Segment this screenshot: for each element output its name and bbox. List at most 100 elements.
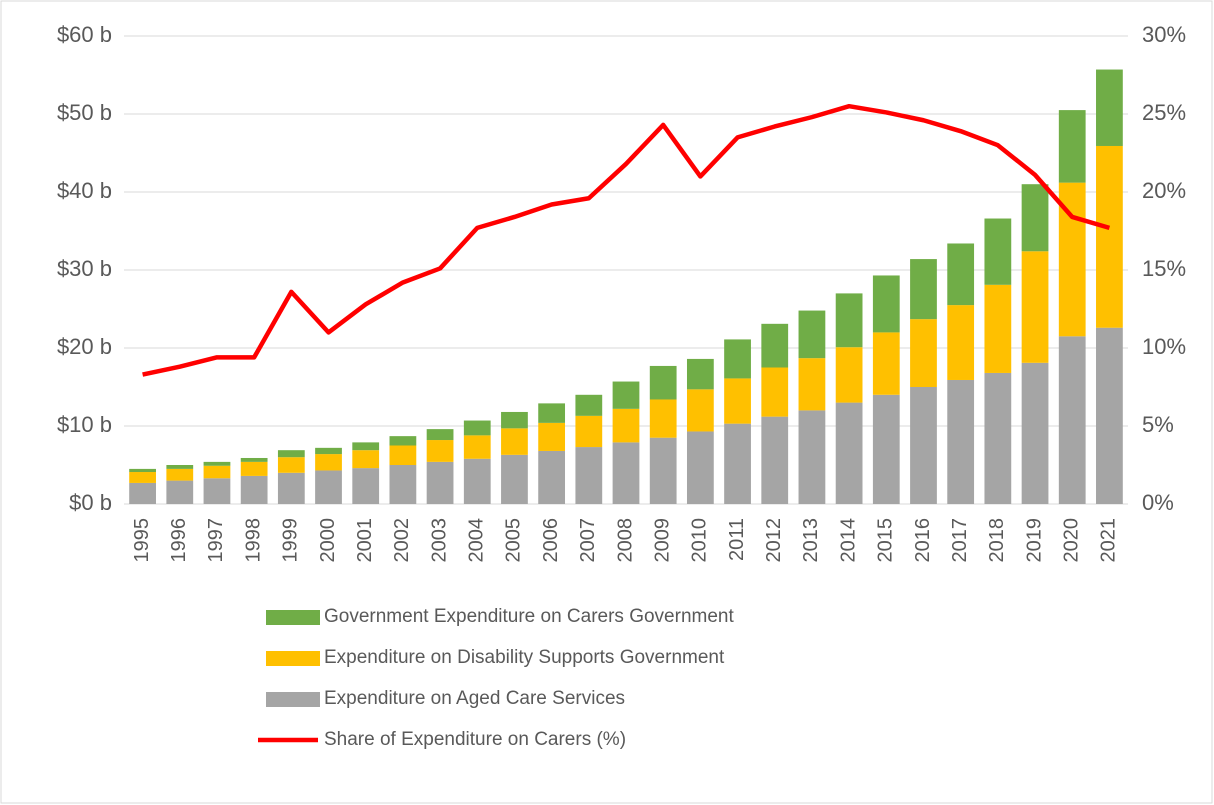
y-tick-label: $50 b (57, 100, 112, 125)
x-tick-label: 1999 (280, 518, 302, 563)
bar (947, 379, 975, 504)
bar (947, 305, 975, 380)
x-tick-label: 2013 (800, 518, 822, 563)
bar (426, 461, 454, 504)
bar (277, 457, 305, 473)
y-tick-label: $40 b (57, 178, 112, 203)
bar (575, 394, 603, 416)
x-tick-label: 2015 (875, 518, 897, 563)
bar (984, 372, 1012, 504)
bar (724, 339, 751, 379)
y2-tick-label: 5% (1142, 412, 1174, 437)
x-tick-label: 1997 (205, 518, 227, 563)
bar (1021, 184, 1049, 252)
bar (947, 243, 975, 306)
bar (1021, 362, 1049, 504)
bar (203, 465, 231, 479)
x-tick-label: 2012 (763, 518, 785, 563)
bar (686, 431, 714, 504)
x-tick-label: 1996 (168, 518, 190, 563)
x-tick-label: 2007 (577, 518, 599, 563)
bar (649, 437, 677, 504)
bar (277, 472, 305, 504)
bar (724, 423, 751, 504)
bar (426, 429, 454, 441)
x-tick-label: 2017 (949, 518, 971, 563)
bar (352, 468, 380, 504)
bar (798, 410, 826, 504)
y2-tick-label: 15% (1142, 256, 1186, 281)
bar (166, 480, 194, 504)
bar (166, 465, 194, 469)
legend-label: Expenditure on Disability Supports Gover… (324, 647, 725, 668)
bar (724, 378, 751, 424)
y-tick-label: $0 b (69, 490, 112, 515)
bar (129, 482, 156, 504)
bar (277, 450, 305, 458)
bar (389, 436, 417, 446)
bar (835, 347, 863, 403)
bar (686, 389, 714, 432)
bar (575, 415, 603, 448)
x-tick-label: 2006 (540, 518, 562, 563)
bar (166, 468, 194, 481)
bar (463, 420, 491, 436)
bar (538, 422, 566, 451)
legend-label: Share of Expenditure on Carers (%) (324, 729, 626, 750)
bar (1058, 336, 1086, 504)
bar (240, 475, 268, 504)
y2-tick-label: 20% (1142, 178, 1186, 203)
bar (463, 458, 491, 504)
bar (1021, 251, 1049, 363)
y2-tick-label: 25% (1142, 100, 1186, 125)
bar (835, 293, 863, 348)
bar (612, 442, 640, 504)
x-tick-label: 2002 (391, 518, 413, 563)
bar (538, 403, 566, 423)
bar (575, 447, 603, 504)
legend-swatch (266, 651, 320, 666)
x-tick-label: 2009 (651, 518, 673, 563)
x-tick-label: 2008 (614, 518, 636, 563)
line (142, 103, 1111, 377)
bar (872, 275, 900, 333)
legend-swatch (266, 610, 320, 625)
bar (761, 323, 789, 368)
bar (315, 454, 342, 471)
y2-tick-label: 0% (1142, 490, 1174, 515)
bar (686, 358, 714, 390)
bar (872, 394, 900, 504)
bar (389, 465, 417, 504)
bar (910, 319, 937, 387)
bar (352, 442, 380, 451)
bar (240, 457, 268, 462)
legend-swatch (266, 692, 320, 707)
x-tick-label: 2004 (466, 518, 488, 563)
bar (984, 218, 1012, 285)
legend-label: Government Expenditure on Carers Governm… (324, 606, 734, 627)
y-tick-label: $30 b (57, 256, 112, 281)
bar (352, 450, 380, 469)
bar (240, 461, 268, 476)
x-tick-label: 2020 (1061, 518, 1083, 563)
bar (501, 454, 528, 504)
x-tick-label: 1995 (131, 518, 153, 563)
bar (1058, 110, 1086, 183)
y-tick-label: $20 b (57, 334, 112, 359)
bar (798, 358, 826, 411)
x-tick-label: 2018 (986, 518, 1008, 563)
y-tick-label: $60 b (57, 22, 112, 47)
bar (612, 408, 640, 443)
bar (315, 470, 342, 504)
bar (426, 440, 454, 462)
x-tick-label: 2014 (837, 518, 859, 563)
bar (761, 416, 789, 504)
bar (798, 310, 826, 359)
x-tick-label: 2000 (317, 518, 339, 563)
y2-tick-label: 30% (1142, 22, 1186, 47)
bar (910, 259, 937, 320)
x-tick-label: 2010 (689, 518, 711, 563)
x-tick-label: 2003 (428, 518, 450, 563)
bar (612, 381, 640, 409)
bar (1096, 69, 1123, 146)
